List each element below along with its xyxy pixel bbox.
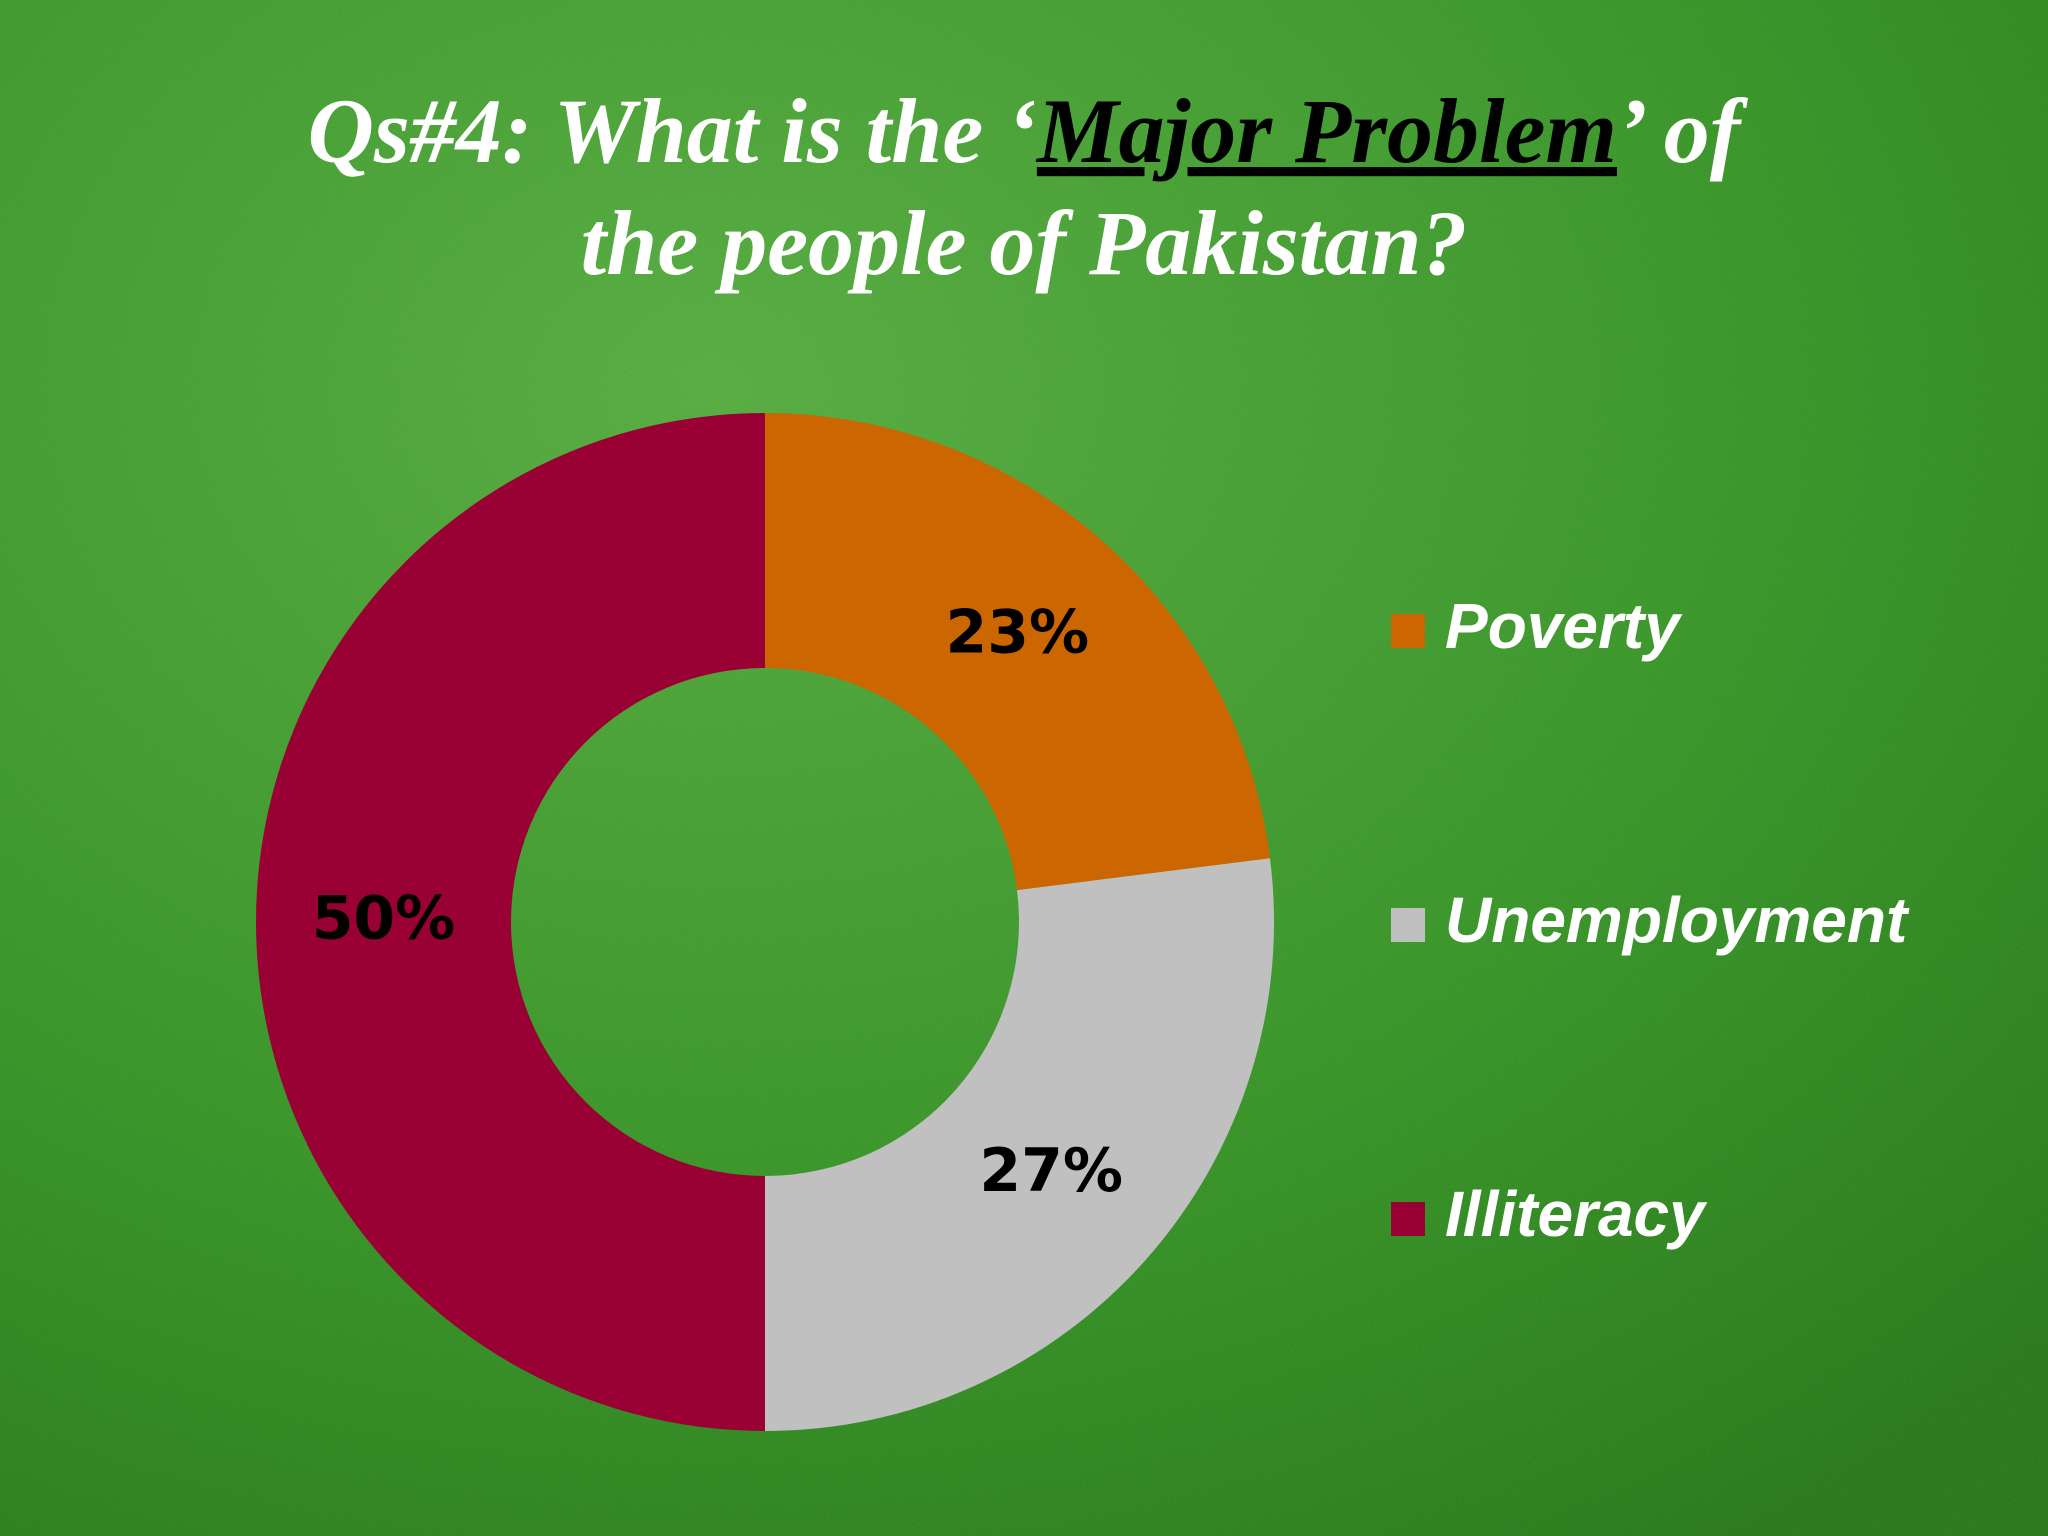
legend-swatch: [1391, 614, 1425, 648]
legend-label: Poverty: [1445, 590, 1683, 662]
legend-label: Unemployment: [1445, 884, 1910, 956]
data-label: 50%: [312, 884, 456, 954]
legend-swatch: [1391, 1202, 1425, 1236]
title-line-2: the people of Pakistan?: [581, 192, 1468, 294]
donut-segment: [765, 858, 1274, 1431]
data-label: 23%: [945, 597, 1089, 667]
donut-chart: 23% 27% 50%: [256, 413, 1274, 1431]
legend-swatch: [1391, 908, 1425, 942]
title-part: ’ of: [1617, 80, 1749, 182]
title-line-1: Qs#4: What is the ‘Major Problem’ of: [308, 80, 1749, 182]
legend-label: Illiteracy: [1445, 1178, 1708, 1250]
donut-segment: [256, 413, 765, 1431]
data-label: 27%: [979, 1136, 1123, 1206]
title-emphasis: Major Problem: [1035, 80, 1617, 182]
legend: Poverty Unemployment Illiteracy: [1391, 590, 1910, 1250]
title-part: Qs#4: What is the ‘: [308, 80, 1037, 182]
donut-segment: [765, 413, 1270, 891]
